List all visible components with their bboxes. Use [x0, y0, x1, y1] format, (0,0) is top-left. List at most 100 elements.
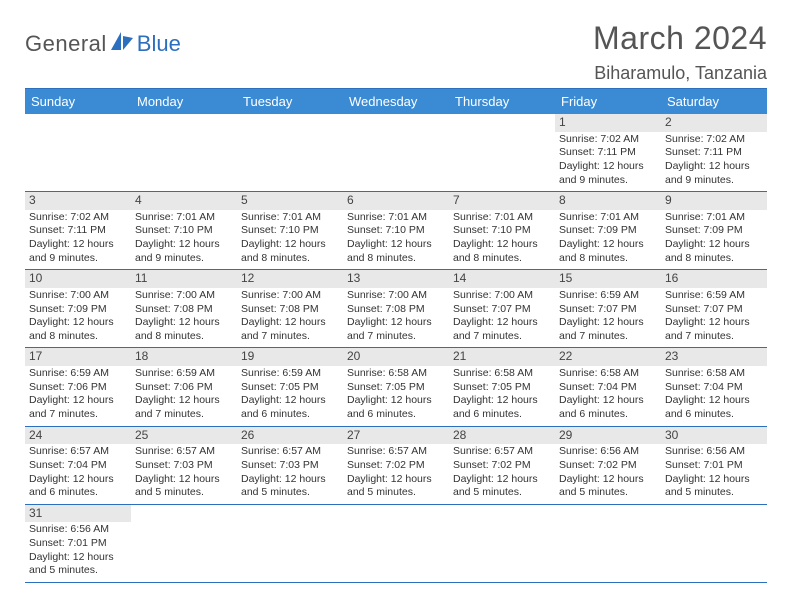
sun-info: Sunset: 7:07 PM — [452, 303, 552, 317]
sun-info: Sunrise: 6:57 AM — [134, 445, 234, 459]
day-number: 15 — [555, 270, 661, 288]
sun-info: Daylight: 12 hours — [558, 316, 658, 330]
sun-info: Daylight: 12 hours — [134, 316, 234, 330]
calendar-cell: 5Sunrise: 7:01 AMSunset: 7:10 PMDaylight… — [237, 192, 343, 270]
day-header: Wednesday — [343, 89, 449, 114]
sun-info: Sunset: 7:02 PM — [452, 459, 552, 473]
sun-info: Sunset: 7:10 PM — [452, 224, 552, 238]
day-number: 18 — [131, 348, 237, 366]
sun-info: Sunset: 7:08 PM — [346, 303, 446, 317]
calendar-cell — [449, 114, 555, 192]
sun-info: Sunset: 7:05 PM — [452, 381, 552, 395]
logo: General Blue — [25, 30, 181, 57]
day-number: 20 — [343, 348, 449, 366]
day-number: 29 — [555, 427, 661, 445]
day-number: 31 — [25, 505, 131, 523]
sun-info: Sunset: 7:06 PM — [28, 381, 128, 395]
day-number: 8 — [555, 192, 661, 210]
sun-info: Sunrise: 7:02 AM — [558, 133, 658, 147]
day-number: 7 — [449, 192, 555, 210]
sun-info: and 8 minutes. — [452, 252, 552, 266]
day-number: 6 — [343, 192, 449, 210]
day-number: 9 — [661, 192, 767, 210]
calendar-cell — [131, 505, 237, 583]
sun-info: Sunset: 7:11 PM — [28, 224, 128, 238]
calendar-cell: 21Sunrise: 6:58 AMSunset: 7:05 PMDayligh… — [449, 348, 555, 426]
sun-info: Sunset: 7:04 PM — [558, 381, 658, 395]
sun-info: Sunrise: 6:56 AM — [664, 445, 764, 459]
sun-info: and 8 minutes. — [558, 252, 658, 266]
sun-info: Sunrise: 7:00 AM — [452, 289, 552, 303]
calendar-cell — [237, 114, 343, 192]
sun-info: Sunrise: 6:58 AM — [346, 367, 446, 381]
logo-text-2: Blue — [137, 31, 181, 57]
sun-info: Sunset: 7:10 PM — [240, 224, 340, 238]
sun-info: and 7 minutes. — [134, 408, 234, 422]
day-number: 23 — [661, 348, 767, 366]
sun-info: and 7 minutes. — [240, 330, 340, 344]
calendar-cell — [343, 114, 449, 192]
sun-info: and 8 minutes. — [134, 330, 234, 344]
day-number: 17 — [25, 348, 131, 366]
calendar-cell — [237, 505, 343, 583]
sun-info: Sunrise: 6:59 AM — [240, 367, 340, 381]
calendar-cell: 9Sunrise: 7:01 AMSunset: 7:09 PMDaylight… — [661, 192, 767, 270]
sun-info: Sunrise: 6:58 AM — [558, 367, 658, 381]
calendar-cell — [555, 505, 661, 583]
title-block: March 2024 Biharamulo, Tanzania — [593, 20, 767, 84]
sun-info: Daylight: 12 hours — [558, 160, 658, 174]
day-number: 19 — [237, 348, 343, 366]
sun-info: Sunrise: 6:57 AM — [452, 445, 552, 459]
sun-info: Daylight: 12 hours — [240, 394, 340, 408]
sun-info: Sunset: 7:11 PM — [558, 146, 658, 160]
sun-info: Daylight: 12 hours — [664, 316, 764, 330]
sun-info: Daylight: 12 hours — [664, 238, 764, 252]
calendar-cell: 19Sunrise: 6:59 AMSunset: 7:05 PMDayligh… — [237, 348, 343, 426]
day-header: Thursday — [449, 89, 555, 114]
sun-info: Sunrise: 6:57 AM — [346, 445, 446, 459]
sun-info: Sunset: 7:09 PM — [28, 303, 128, 317]
sun-info: Sunrise: 7:01 AM — [240, 211, 340, 225]
sun-info: Daylight: 12 hours — [452, 473, 552, 487]
sun-info: Daylight: 12 hours — [452, 238, 552, 252]
sun-info: and 5 minutes. — [452, 486, 552, 500]
sun-info: Daylight: 12 hours — [346, 238, 446, 252]
calendar-cell — [661, 505, 767, 583]
calendar-cell: 16Sunrise: 6:59 AMSunset: 7:07 PMDayligh… — [661, 270, 767, 348]
day-header: Sunday — [25, 89, 131, 114]
sun-info: and 6 minutes. — [28, 486, 128, 500]
calendar-cell: 17Sunrise: 6:59 AMSunset: 7:06 PMDayligh… — [25, 348, 131, 426]
sun-info: and 7 minutes. — [664, 330, 764, 344]
day-number: 24 — [25, 427, 131, 445]
calendar-cell: 13Sunrise: 7:00 AMSunset: 7:08 PMDayligh… — [343, 270, 449, 348]
day-number: 28 — [449, 427, 555, 445]
day-header: Saturday — [661, 89, 767, 114]
calendar-cell: 23Sunrise: 6:58 AMSunset: 7:04 PMDayligh… — [661, 348, 767, 426]
calendar-cell: 11Sunrise: 7:00 AMSunset: 7:08 PMDayligh… — [131, 270, 237, 348]
sun-info: and 5 minutes. — [240, 486, 340, 500]
sun-info: Daylight: 12 hours — [28, 473, 128, 487]
sun-info: Sunset: 7:02 PM — [346, 459, 446, 473]
sun-info: Daylight: 12 hours — [240, 473, 340, 487]
calendar-cell: 28Sunrise: 6:57 AMSunset: 7:02 PMDayligh… — [449, 427, 555, 505]
sun-info: and 8 minutes. — [346, 252, 446, 266]
sun-info: Sunset: 7:01 PM — [664, 459, 764, 473]
calendar-cell: 8Sunrise: 7:01 AMSunset: 7:09 PMDaylight… — [555, 192, 661, 270]
sun-info: Sunset: 7:05 PM — [240, 381, 340, 395]
day-number: 12 — [237, 270, 343, 288]
calendar-cell: 10Sunrise: 7:00 AMSunset: 7:09 PMDayligh… — [25, 270, 131, 348]
sun-info: Sunrise: 6:58 AM — [664, 367, 764, 381]
sun-info: Daylight: 12 hours — [664, 160, 764, 174]
sun-info: and 7 minutes. — [558, 330, 658, 344]
sun-info: Sunrise: 7:00 AM — [134, 289, 234, 303]
calendar-cell: 4Sunrise: 7:01 AMSunset: 7:10 PMDaylight… — [131, 192, 237, 270]
sail-icon — [109, 30, 135, 57]
calendar-cell: 3Sunrise: 7:02 AMSunset: 7:11 PMDaylight… — [25, 192, 131, 270]
sun-info: and 9 minutes. — [558, 174, 658, 188]
calendar-cell: 31Sunrise: 6:56 AMSunset: 7:01 PMDayligh… — [25, 505, 131, 583]
sun-info: Daylight: 12 hours — [134, 473, 234, 487]
sun-info: Daylight: 12 hours — [28, 394, 128, 408]
day-number: 1 — [555, 114, 661, 132]
day-number: 10 — [25, 270, 131, 288]
sun-info: Sunset: 7:08 PM — [134, 303, 234, 317]
